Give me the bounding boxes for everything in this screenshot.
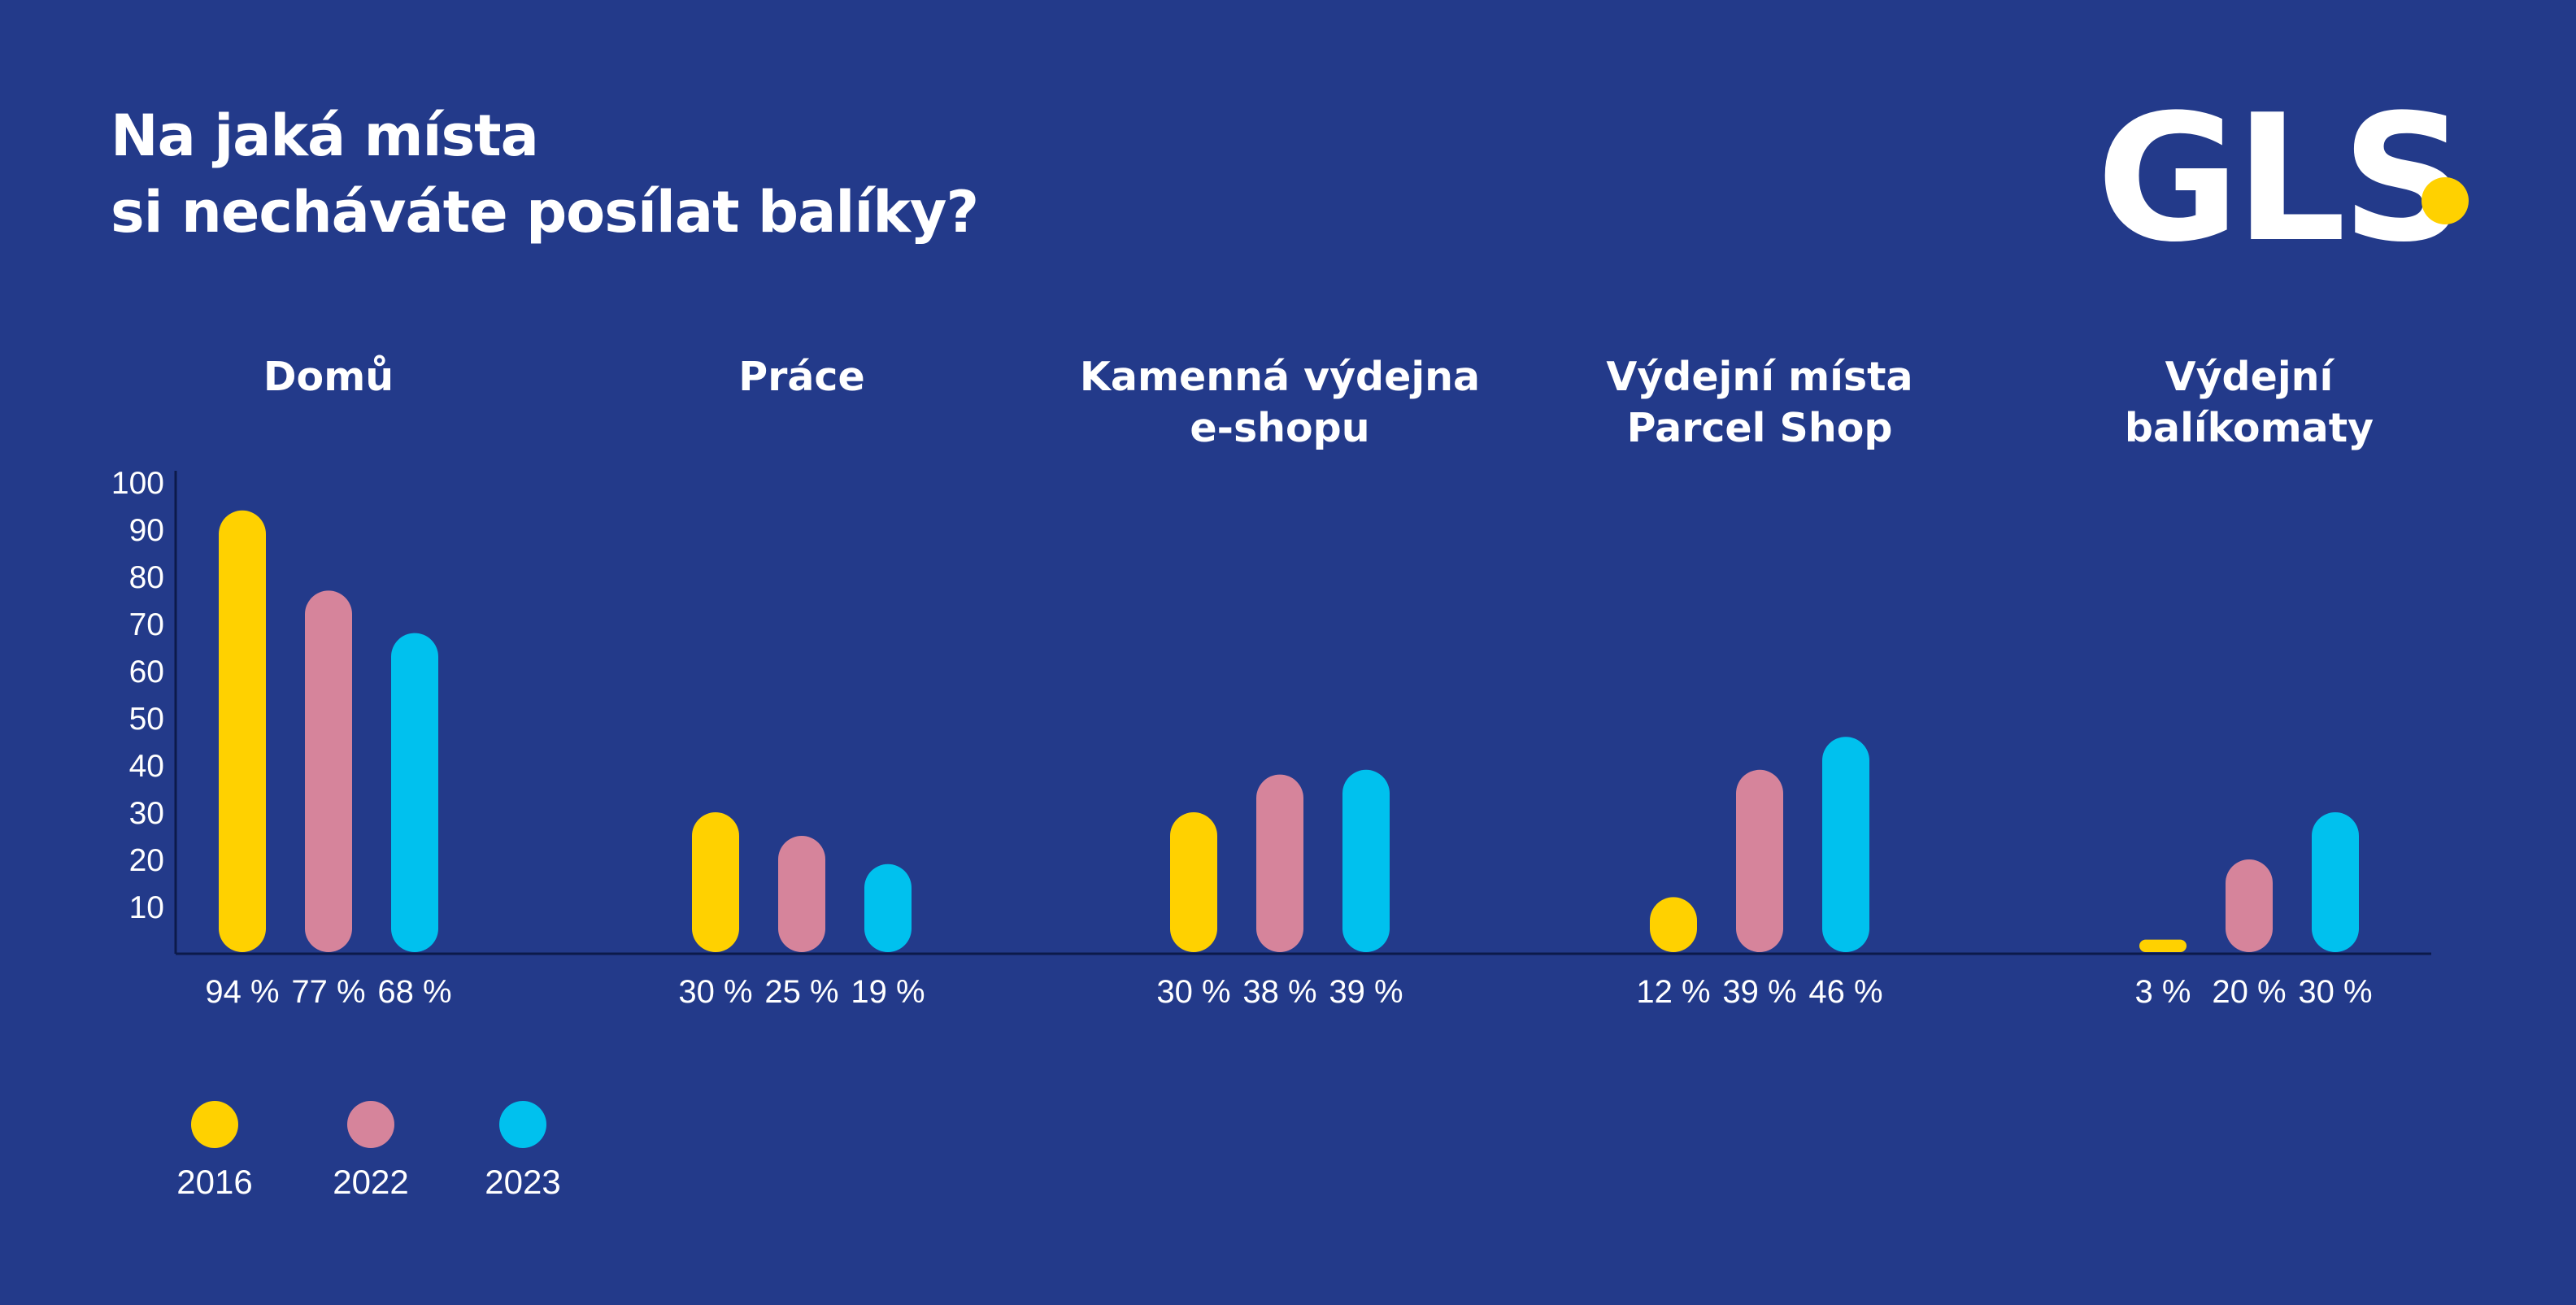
chart-title-line-1: Na jaká místa [111,102,539,169]
legend-label-2016: 2016 [176,1163,253,1201]
value-label-2023-0: 68 % [377,974,451,1010]
value-label-2016-1: 30 % [678,974,752,1010]
bar-2023-4 [2312,812,2359,952]
bar-2022-3 [1736,769,1783,952]
category-label-3-line-0: Výdejní místa [1606,354,1912,400]
value-label-2016-0: 94 % [205,974,279,1010]
y-tick-label-30: 30 [129,796,164,831]
y-tick-label-70: 70 [129,607,164,642]
chart-title: Na jaká místa si necháváte posílat balík… [111,98,979,250]
bar-2022-1 [778,836,825,952]
bar-2023-2 [1342,769,1390,952]
category-label-4-line-1: balíkomaty [2125,405,2374,451]
y-tick-label-40: 40 [129,749,164,784]
legend-label-2022: 2022 [333,1163,409,1201]
value-label-2022-0: 77 % [291,974,365,1010]
category-label-2-line-1: e-shopu [1190,405,1369,451]
value-label-2023-1: 19 % [851,974,925,1010]
y-tick-label-80: 80 [129,560,164,595]
category-label-4-line-0: Výdejní [2165,354,2335,400]
chart-title-line-2: si necháváte posílat balíky? [111,179,979,246]
y-tick-label-100: 100 [111,466,164,501]
legend-swatch-2022 [347,1101,394,1148]
bar-2016-3 [1650,897,1697,952]
value-label-2016-4: 3 % [2135,974,2191,1010]
gls-logo: GLS [2096,76,2467,281]
bar-2016-4 [2139,939,2187,952]
value-label-2022-4: 20 % [2212,974,2286,1010]
bar-2023-3 [1822,737,1869,952]
y-tick-label-90: 90 [129,513,164,548]
value-label-2022-2: 38 % [1242,974,1316,1010]
bar-2022-2 [1256,774,1303,952]
value-label-2023-3: 46 % [1808,974,1882,1010]
value-label-2016-3: 12 % [1636,974,1710,1010]
value-label-2022-3: 39 % [1722,974,1796,1010]
category-label-0-line-0: Domů [263,354,394,400]
bar-2016-2 [1170,812,1217,952]
bar-2023-1 [864,863,912,952]
y-tick-label-60: 60 [129,655,164,689]
value-label-2023-2: 39 % [1329,974,1403,1010]
bar-2023-0 [391,633,438,952]
category-label-3-line-1: Parcel Shop [1627,405,1893,451]
legend-item-2023: 2023 [474,1101,572,1202]
legend-label-2023: 2023 [485,1163,561,1201]
legend-swatch-2023 [499,1101,546,1148]
gls-logo-dot [2422,177,2469,224]
value-label-2023-4: 30 % [2298,974,2372,1010]
legend-item-2022: 2022 [322,1101,420,1202]
y-tick-label-10: 10 [129,890,164,925]
value-label-2016-2: 30 % [1156,974,1230,1010]
bar-2016-0 [219,510,266,952]
y-tick-label-20: 20 [129,843,164,878]
legend-item-2016: 2016 [166,1101,263,1202]
legend-swatch-2016 [191,1101,238,1148]
category-label-1-line-0: Práce [738,354,864,400]
bar-2022-0 [305,590,352,952]
bar-2016-1 [692,812,739,952]
y-tick-label-50: 50 [129,702,164,737]
category-label-2-line-0: Kamenná výdejna [1080,354,1480,400]
value-label-2022-1: 25 % [764,974,838,1010]
bar-2022-4 [2226,859,2273,952]
